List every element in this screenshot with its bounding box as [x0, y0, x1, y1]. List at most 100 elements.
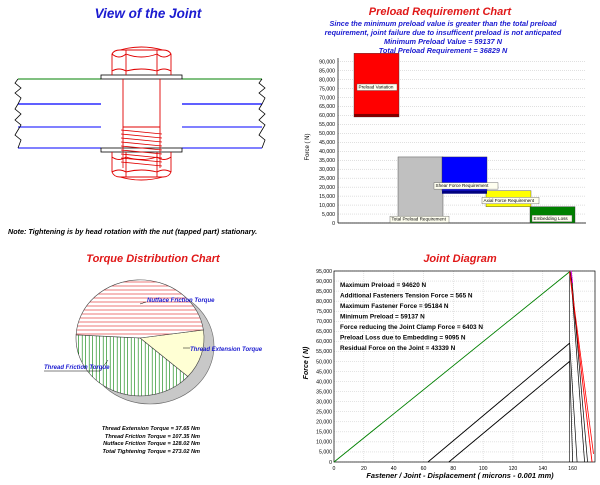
joint-diagram-title: Joint Diagram	[423, 253, 497, 265]
preload-label-box	[481, 197, 540, 205]
top-washer	[100, 74, 183, 80]
jd-y-tick-label: 25,000	[316, 410, 332, 416]
preload-y-tick-label: 25,000	[319, 176, 335, 182]
jd-y-tick-label: 75,000	[316, 309, 332, 315]
preload-label-box	[531, 215, 573, 222]
jd-joint-line	[569, 343, 578, 463]
jd-line-bolt-min	[427, 342, 570, 463]
jd-x-tick-label: 0	[333, 466, 336, 472]
preload-y-tick-label: 30,000	[319, 167, 335, 173]
preload-y-tick-label: 45,000	[319, 140, 335, 146]
preload-y-axis-label: Force ( N)	[305, 133, 311, 160]
jd-y-tick-label: 65,000	[316, 329, 332, 335]
preload-bar-total-preload	[397, 156, 444, 224]
jd-y-tick-label: 0	[329, 460, 332, 466]
preload-y-tick-label: 65,000	[319, 104, 335, 110]
jd-info-line: Maximum Fastener Force = 95184 N	[340, 303, 449, 310]
bottom-washer	[100, 147, 183, 153]
pie-slice-thread-friction	[75, 334, 189, 397]
jd-y-tick-label: 60,000	[316, 339, 332, 345]
jd-y-tick-label: 40,000	[316, 379, 332, 385]
preload-bars: Preload Variation Total Preload Requireme…	[353, 53, 576, 224]
preload-y-tick-label: 35,000	[319, 158, 335, 164]
jd-y-tick-label: 85,000	[316, 289, 332, 295]
jd-x-tick-label: 120	[509, 466, 518, 472]
preload-label-box	[433, 182, 499, 190]
jd-info-line: Preload Loss due to Embedding = 9095 N	[340, 335, 466, 342]
jd-y-tick-label: 45,000	[316, 369, 332, 375]
preload-label-preload-variation: Preload Variation	[359, 84, 394, 89]
preload-variation-base	[354, 113, 399, 117]
subtitle-line-2: requirement, joint failure due to insuff…	[324, 28, 562, 37]
nut	[111, 152, 172, 181]
jd-y-tick-label: 50,000	[316, 359, 332, 365]
preload-chart-subtitle: Since the minimum preload value is great…	[308, 19, 578, 55]
jd-info-line: Minimum Preload = 59137 N	[340, 314, 425, 321]
break-lines	[14, 78, 266, 149]
pie-leader-lines	[44, 301, 190, 372]
jd-y-tick-label: 30,000	[316, 399, 332, 405]
shear-bar-base	[442, 190, 487, 194]
jd-y-tick-label: 90,000	[316, 279, 332, 285]
preload-y-tick-label: 15,000	[319, 194, 335, 200]
jd-x-tick-label: 80	[450, 466, 456, 472]
label-nutface-friction: Nutface Friction Torque	[147, 298, 215, 304]
preload-label-embedding: Embedding Loss	[534, 216, 569, 221]
preload-label-axial-force: Axial Force Requirement	[484, 198, 535, 203]
torque-value-1: Thread Extension Torque = 37.65 Nm	[101, 426, 200, 432]
jd-joint-line	[570, 271, 585, 463]
preload-y-tick-label: 70,000	[319, 95, 335, 101]
jd-y-tick-label: 20,000	[316, 420, 332, 426]
preload-y-tick-label: 85,000	[319, 68, 335, 74]
jd-x-tick-label: 160	[568, 466, 577, 472]
jd-x-tick-label: 60	[421, 466, 427, 472]
joint-view-title: View of the Joint	[94, 6, 202, 21]
jd-joint-line	[569, 361, 573, 463]
jd-y-tick-label: 10,000	[316, 440, 332, 446]
jd-y-tick-label: 35,000	[316, 389, 332, 395]
jd-line-bolt-residual	[448, 361, 570, 463]
torque-value-3: Nutface Friction Torque = 128.02 Nm	[103, 441, 200, 447]
preload-y-tick-label: 50,000	[319, 131, 335, 137]
torque-chart-title: Torque Distribution Chart	[86, 253, 220, 265]
jd-y-tick-label: 80,000	[316, 299, 332, 305]
pie-slice-thread-extension	[139, 329, 205, 377]
jd-line-joint-max	[569, 271, 593, 463]
preload-y-ticks: 0 5,000 10,000 15,000 20,000 25,000 30,000 35,0…	[319, 59, 335, 226]
preload-label-total-preload: Total Preload Requirement	[392, 217, 447, 222]
upper-plate	[18, 78, 262, 105]
preload-y-tick-label: 55,000	[319, 122, 335, 128]
pie-slice-nutface-friction	[75, 279, 204, 339]
joint-y-axis-label: Force ( N)	[303, 346, 310, 379]
pie-slices	[75, 279, 205, 397]
jd-line-bolt	[333, 271, 570, 463]
preload-chart-title: Preload Requirement Chart	[368, 6, 512, 18]
tightening-note: Note: Tightening is by head rotation wit…	[8, 227, 258, 236]
bolt-head	[111, 46, 172, 75]
preload-label-box	[389, 215, 450, 223]
joint-diagram-grid	[333, 270, 596, 463]
subtitle-line-3: Minimum Preload Value = 59137 N	[384, 37, 502, 46]
jd-plot-frame	[333, 270, 596, 463]
preload-label-shear-force: Shear Force Requirement	[436, 183, 490, 188]
joint-diagram-info: Maximum Preload = 94620 N Additional Fast…	[340, 282, 483, 352]
jd-info-line: Maximum Preload = 94620 N	[340, 282, 427, 289]
preload-y-tick-label: 5,000	[322, 212, 335, 218]
thread-coils	[120, 129, 163, 168]
preload-y-tick-label: 80,000	[319, 77, 335, 83]
preload-y-tick-label: 20,000	[319, 185, 335, 191]
joint-diagram-y-ticks: 0 5,000 10,000 15,000 20,000 25,000 30,000 35,0…	[316, 269, 332, 466]
preload-y-tick-label: 40,000	[319, 149, 335, 155]
jd-red-line-2	[569, 271, 594, 455]
preload-y-tick-label: 60,000	[319, 113, 335, 119]
torque-value-4: Total Tightening Torque = 273.02 Nm	[102, 448, 200, 455]
jd-y-tick-label: 70,000	[316, 319, 332, 325]
joint-diagram-lines	[333, 270, 594, 463]
jd-y-tick-label: 55,000	[316, 349, 332, 355]
preload-chart: Force ( N) 0 5,000 10,000 15,000 20,000 25,00…	[305, 53, 586, 227]
preload-label-box	[356, 83, 398, 91]
preload-y-tick-label: 0	[332, 221, 335, 227]
joint-diagram-x-ticks: 0 20 40 60 80 100 120 140 160	[333, 466, 578, 472]
preload-y-tick-label: 10,000	[319, 203, 335, 209]
preload-y-tick-label: 90,000	[319, 59, 335, 65]
